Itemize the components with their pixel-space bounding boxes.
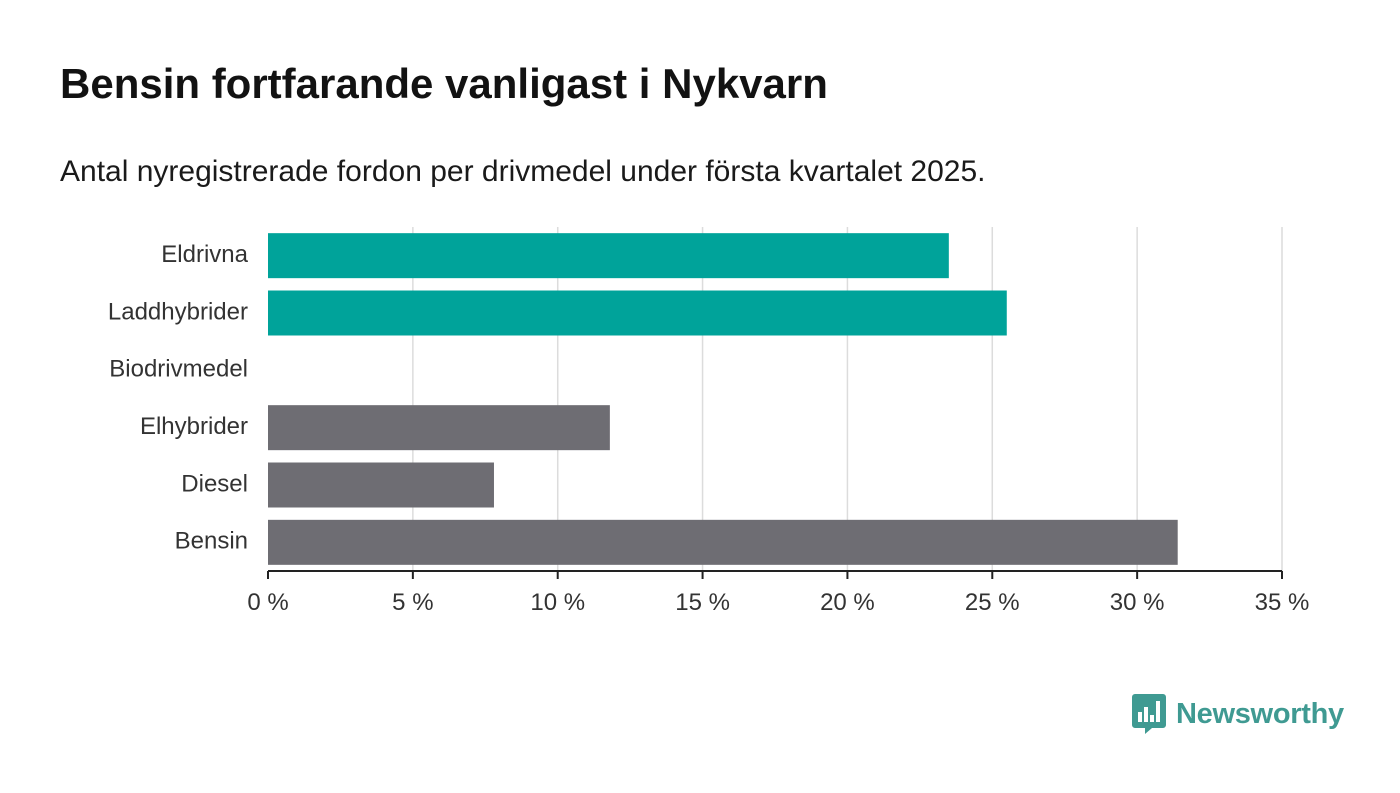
category-label: Bensin — [175, 528, 248, 555]
tick-label: 15 % — [675, 589, 730, 616]
tick-label: 5 % — [392, 589, 433, 616]
tick-label: 25 % — [965, 589, 1020, 616]
category-label: Diesel — [181, 470, 248, 497]
bar — [268, 519, 1178, 565]
x-axis: 0 % 5 % 10 % 15 % 20 % 25 % 30 % 35 % — [247, 570, 1310, 616]
bar-chart-speech-bubble-icon — [1132, 694, 1166, 734]
tick-label: 20 % — [820, 589, 875, 616]
grid-lines — [412, 227, 1283, 571]
tick-label: 30 % — [1110, 589, 1165, 616]
newsworthy-logo: Newsworthy — [1132, 692, 1344, 736]
bar — [268, 290, 1007, 336]
logo-text: Newsworthy — [1176, 697, 1344, 730]
bars — [268, 233, 1178, 565]
category-labels: Eldrivna Laddhybrider Biodrivmedel Elhybrid… — [108, 241, 249, 555]
category-label: Laddhybrider — [108, 298, 248, 325]
tick-label: 35 % — [1255, 589, 1310, 616]
tick-label: 10 % — [530, 589, 585, 616]
category-label: Elhybrider — [140, 413, 248, 440]
bar — [268, 405, 610, 451]
bar — [268, 462, 494, 508]
category-label: Eldrivna — [161, 241, 248, 268]
bar — [268, 233, 949, 279]
chart-title: Bensin fortfarande vanligast i Nykvarn — [60, 60, 828, 107]
tick-label: 0 % — [247, 589, 288, 616]
category-label: Biodrivmedel — [109, 356, 248, 383]
chart-subtitle: Antal nyregistrerade fordon per drivmede… — [60, 155, 986, 188]
